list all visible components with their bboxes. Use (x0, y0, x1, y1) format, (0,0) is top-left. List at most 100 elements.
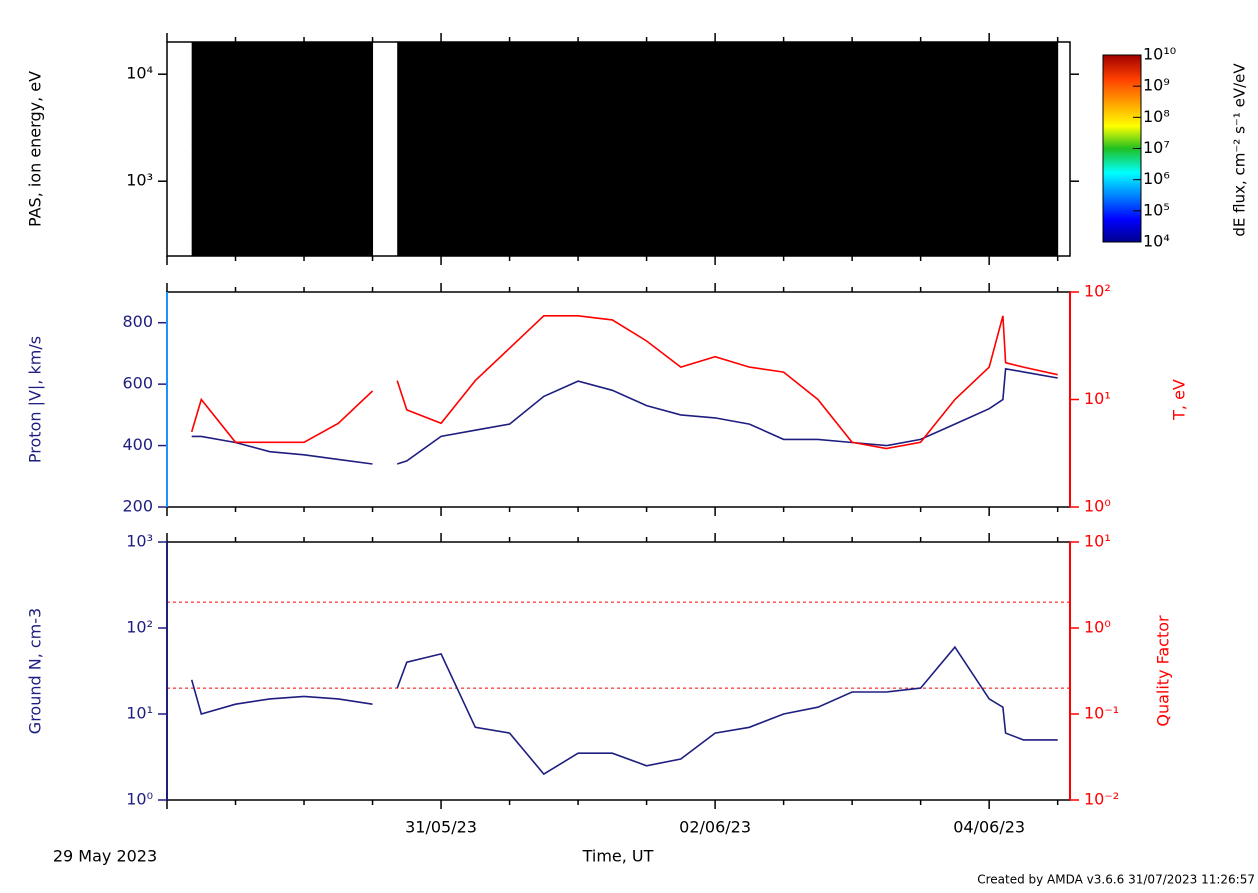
heatmap-cell (578, 197, 648, 219)
heatmap-cell (509, 218, 579, 238)
heatmap-cell (304, 42, 374, 86)
x-tick-label: 29 May 2023 (53, 847, 157, 866)
heatmap-cell (397, 125, 442, 146)
heatmap-cell (509, 197, 579, 219)
heatmap-cell (852, 162, 922, 182)
heatmap-cell (783, 237, 853, 257)
y-axis-label: PAS, ion energy, eV (26, 71, 45, 227)
heatmap-cell (509, 42, 579, 86)
heatmap-cell (235, 218, 305, 238)
heatmap-cell (304, 84, 374, 107)
heatmap-cell (989, 181, 1059, 199)
colorbar-label: dE flux, cm⁻² s⁻¹ eV/eV (1231, 63, 1249, 237)
heatmap-cell (191, 84, 237, 107)
heatmap-cell (852, 218, 922, 238)
heatmap-cell (989, 237, 1059, 257)
colorbar-tick-label: 10⁷ (1143, 138, 1170, 157)
heatmap-cell (509, 162, 579, 182)
x-axis-label: Time, UT (582, 847, 654, 866)
y-tick-label: 800 (122, 312, 153, 331)
heatmap-cell (578, 106, 648, 127)
heatmap-cell (397, 218, 442, 238)
heatmap-cell (304, 181, 374, 199)
heatmap-cell (441, 125, 511, 146)
heatmap-cell (235, 42, 305, 86)
colorbar-tick-label: 10¹⁰ (1143, 45, 1176, 64)
heatmap-cell (783, 125, 853, 146)
heatmap-cell (441, 42, 511, 86)
heatmap-cell (578, 144, 648, 163)
y-tick-label: 10² (126, 618, 153, 637)
series-line (191, 367, 1058, 465)
heatmap-cell (441, 106, 511, 127)
heatmap-cell (397, 162, 442, 182)
heatmap-cell (397, 42, 442, 86)
heatmap-cell (715, 42, 785, 86)
heatmap-cell (397, 106, 442, 127)
heatmap-cell (235, 125, 305, 146)
heatmap-cell (191, 237, 237, 257)
heatmap-cell (920, 42, 990, 86)
heatmap-cell (235, 106, 305, 127)
heatmap-cell (509, 125, 579, 146)
y-axis-label: Ground N, cm-3 (26, 608, 45, 734)
heatmap-cell (646, 42, 716, 86)
y2-axis-label: Quality Factor (1154, 615, 1173, 727)
colorbar-tick-label: 10⁹ (1143, 76, 1170, 95)
heatmap-cell (715, 218, 785, 238)
heatmap-cell (578, 42, 648, 86)
heatmap-cell (235, 181, 305, 199)
heatmap-cell (441, 144, 511, 163)
series-line (190, 645, 1058, 776)
heatmap-cell (715, 125, 785, 146)
plot-frame (166, 41, 1071, 257)
colorbar-tick-label: 10⁵ (1143, 200, 1170, 219)
y2-tick-label: 10¹ (1084, 389, 1111, 408)
heatmap-cell (397, 181, 442, 199)
heatmap-cell (304, 197, 374, 219)
heatmap-cell (304, 106, 374, 127)
heatmap-cell (783, 42, 853, 86)
heatmap-cell (852, 144, 922, 163)
heatmap-cell (989, 106, 1059, 127)
heatmap-cell (646, 197, 716, 219)
heatmap-cell (920, 181, 990, 199)
y2-tick-label: 10⁰ (1084, 497, 1111, 516)
heatmap-cell (578, 218, 648, 238)
heatmap-cell (646, 181, 716, 199)
heatmap-cell (715, 84, 785, 107)
y-tick-label: 10³ (126, 171, 153, 190)
heatmap-cell (191, 218, 237, 238)
colorbar-tick-label: 10⁴ (1143, 232, 1170, 251)
heatmap-cell (578, 162, 648, 182)
colorbar-tick-label: 10⁶ (1143, 169, 1170, 188)
heatmap-cell (509, 237, 579, 257)
heatmap-cell (783, 218, 853, 238)
heatmap-cell (304, 237, 374, 257)
y2-tick-label: 10² (1084, 282, 1111, 301)
y-axis-label: Proton |V|, km/s (26, 336, 45, 463)
heatmap-cell (191, 162, 237, 182)
heatmap-cell (715, 181, 785, 199)
heatmap-cell (852, 84, 922, 107)
heatmap-cell (509, 84, 579, 107)
heatmap-cell (852, 125, 922, 146)
heatmap-cell (783, 162, 853, 182)
heatmap-cell (235, 144, 305, 163)
heatmap-cell (989, 125, 1059, 146)
heatmap-cell (920, 197, 990, 219)
heatmap-cell (509, 181, 579, 199)
heatmap-cell (304, 218, 374, 238)
heatmap-cell (646, 106, 716, 127)
heatmap-cell (920, 84, 990, 107)
heatmap-cell (235, 197, 305, 219)
heatmap-cell (852, 197, 922, 219)
heatmap-cell (578, 237, 648, 257)
y2-tick-label: 10⁻² (1084, 790, 1119, 809)
heatmap-cell (715, 144, 785, 163)
heatmap-cell (441, 181, 511, 199)
y-tick-label: 400 (122, 435, 153, 454)
heatmap-cell (304, 144, 374, 163)
heatmap-cell (509, 144, 579, 163)
heatmap-cell (920, 218, 990, 238)
